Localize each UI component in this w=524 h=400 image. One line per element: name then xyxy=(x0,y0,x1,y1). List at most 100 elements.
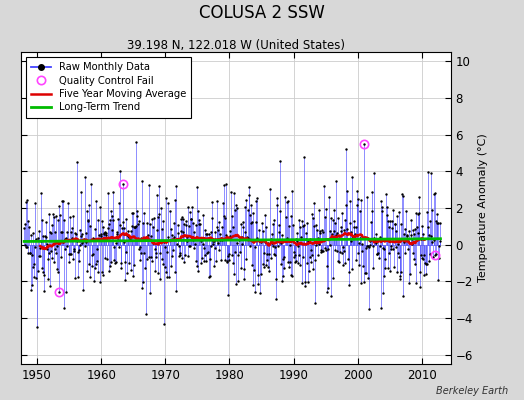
Point xyxy=(288,272,297,279)
Point xyxy=(342,146,350,152)
Point xyxy=(180,258,189,265)
Point xyxy=(289,253,298,260)
Point xyxy=(262,224,270,230)
Point xyxy=(59,238,67,245)
Point xyxy=(323,284,332,291)
Point xyxy=(258,227,267,234)
Point xyxy=(431,218,440,224)
Point xyxy=(236,248,244,255)
Point xyxy=(233,240,241,246)
Point xyxy=(117,260,125,266)
Point xyxy=(427,233,435,239)
Point xyxy=(332,178,340,184)
Point xyxy=(404,238,412,244)
Point xyxy=(217,257,225,263)
Point xyxy=(397,221,405,227)
Point xyxy=(47,248,56,254)
Point xyxy=(345,282,353,288)
Point xyxy=(337,228,345,234)
Point xyxy=(138,285,147,292)
Point xyxy=(388,218,396,224)
Point xyxy=(130,224,139,230)
Point xyxy=(436,238,444,244)
Point xyxy=(168,253,177,259)
Point xyxy=(182,222,190,228)
Point xyxy=(285,263,293,270)
Point xyxy=(139,279,148,285)
Point xyxy=(253,195,261,201)
Point xyxy=(107,213,116,219)
Point xyxy=(300,154,309,160)
Point xyxy=(181,218,190,224)
Point xyxy=(376,198,385,204)
Point xyxy=(100,230,108,236)
Point xyxy=(143,220,151,226)
Point xyxy=(349,234,357,240)
Point xyxy=(66,214,74,220)
Point xyxy=(345,198,354,204)
Point xyxy=(226,233,234,240)
Point xyxy=(212,224,221,230)
Point xyxy=(428,238,436,245)
Point xyxy=(249,210,257,216)
Point xyxy=(216,234,225,241)
Point xyxy=(424,223,432,230)
Point xyxy=(284,198,292,204)
Point xyxy=(55,289,63,296)
Point xyxy=(331,220,340,227)
Point xyxy=(112,258,120,265)
Point xyxy=(113,229,121,235)
Point xyxy=(211,244,219,251)
Point xyxy=(121,276,129,283)
Point xyxy=(413,230,422,236)
Point xyxy=(235,236,244,242)
Point xyxy=(398,191,406,198)
Point xyxy=(42,241,51,247)
Point xyxy=(143,256,151,262)
Point xyxy=(83,208,91,214)
Point xyxy=(167,225,176,232)
Point xyxy=(53,266,61,272)
Point xyxy=(190,229,198,235)
Point xyxy=(314,240,323,247)
Point xyxy=(182,238,191,244)
Point xyxy=(369,170,378,176)
Point xyxy=(312,222,320,228)
Point xyxy=(179,216,188,223)
Point xyxy=(247,220,255,227)
Point xyxy=(158,226,166,232)
Point xyxy=(407,232,416,238)
Point xyxy=(88,263,96,269)
Point xyxy=(145,182,154,188)
Point xyxy=(405,280,413,286)
Point xyxy=(28,252,36,259)
Point xyxy=(325,194,333,200)
Point xyxy=(408,236,417,242)
Point xyxy=(89,250,97,257)
Point xyxy=(309,266,318,272)
Point xyxy=(337,210,346,216)
Point xyxy=(178,214,187,220)
Point xyxy=(403,232,411,239)
Point xyxy=(202,258,210,264)
Point xyxy=(232,202,241,208)
Point xyxy=(249,282,258,288)
Point xyxy=(399,192,407,199)
Point xyxy=(416,269,424,275)
Point xyxy=(392,268,401,275)
Point xyxy=(88,252,96,258)
Point xyxy=(381,256,389,263)
Point xyxy=(421,260,429,266)
Point xyxy=(176,250,184,256)
Point xyxy=(219,224,227,230)
Point xyxy=(297,217,305,224)
Point xyxy=(413,224,421,230)
Point xyxy=(257,239,265,246)
Point xyxy=(435,255,443,261)
Point xyxy=(321,245,329,251)
Point xyxy=(197,260,205,266)
Point xyxy=(144,236,152,242)
Point xyxy=(32,236,40,242)
Point xyxy=(278,232,287,238)
Legend: Raw Monthly Data, Quality Control Fail, Five Year Moving Average, Long-Term Tren: Raw Monthly Data, Quality Control Fail, … xyxy=(26,57,191,118)
